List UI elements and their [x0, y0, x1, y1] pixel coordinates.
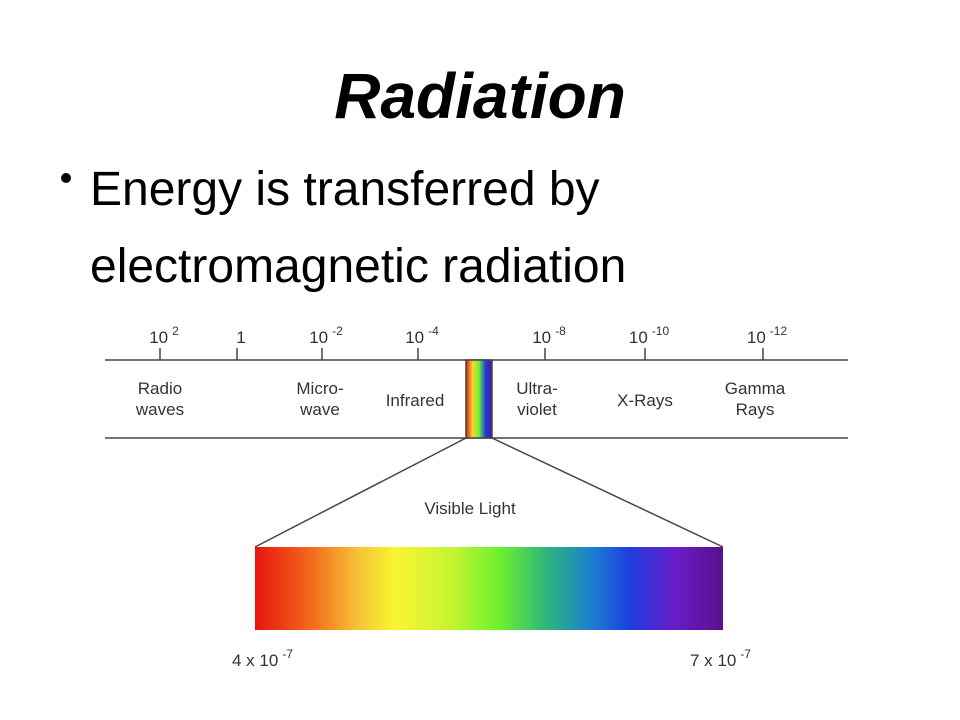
- region-label: Micro-: [296, 379, 343, 398]
- base: 1: [236, 328, 245, 347]
- power-label: 1: [236, 328, 245, 347]
- bullet-line: electromagnetic radiation: [90, 240, 626, 293]
- base: 10: [629, 328, 648, 347]
- visible-band: [465, 359, 493, 439]
- power-label: 10 -12: [747, 324, 788, 347]
- base: 4 x 10: [232, 651, 278, 670]
- visible-label: Visible Light: [424, 499, 516, 518]
- power-label: 10 -8: [532, 324, 566, 347]
- power-label: 4 x 10 -7: [232, 647, 293, 670]
- zoom-line: [491, 437, 724, 548]
- zoom-line: [254, 437, 467, 548]
- power-label: 10 -4: [405, 324, 439, 347]
- exponent: -7: [282, 647, 293, 661]
- base: 10: [149, 328, 168, 347]
- power-label: 7 x 10 -7: [690, 647, 751, 670]
- base: 10: [532, 328, 551, 347]
- base: 10: [747, 328, 766, 347]
- exponent: -8: [555, 324, 566, 338]
- region-label: wave: [299, 400, 340, 419]
- power-label: 10 -10: [629, 324, 670, 347]
- region-label: Gamma: [725, 379, 786, 398]
- exponent: 2: [172, 324, 179, 338]
- base: 10: [405, 328, 424, 347]
- spectrum-diagram: [105, 359, 848, 630]
- power-label: 10 -2: [309, 324, 343, 347]
- exponent: -10: [652, 324, 670, 338]
- exponent: -12: [770, 324, 788, 338]
- exponent: -4: [428, 324, 439, 338]
- region-label: violet: [517, 400, 557, 419]
- region-label: Ultra-: [516, 379, 558, 398]
- region-label: Radio: [138, 379, 182, 398]
- base: 10: [309, 328, 328, 347]
- bullet-line: Energy is transferred by: [90, 163, 600, 216]
- region-label: X-Rays: [617, 391, 673, 410]
- title: Radiation: [334, 60, 626, 132]
- bullet-dot: [61, 173, 71, 183]
- region-label: Infrared: [386, 391, 445, 410]
- visible-spectrum: [255, 547, 723, 630]
- region-label: Rays: [736, 400, 775, 419]
- base: 7 x 10: [690, 651, 736, 670]
- exponent: -7: [740, 647, 751, 661]
- power-label: 10 2: [149, 324, 179, 347]
- exponent: -2: [332, 324, 343, 338]
- region-label: waves: [135, 400, 184, 419]
